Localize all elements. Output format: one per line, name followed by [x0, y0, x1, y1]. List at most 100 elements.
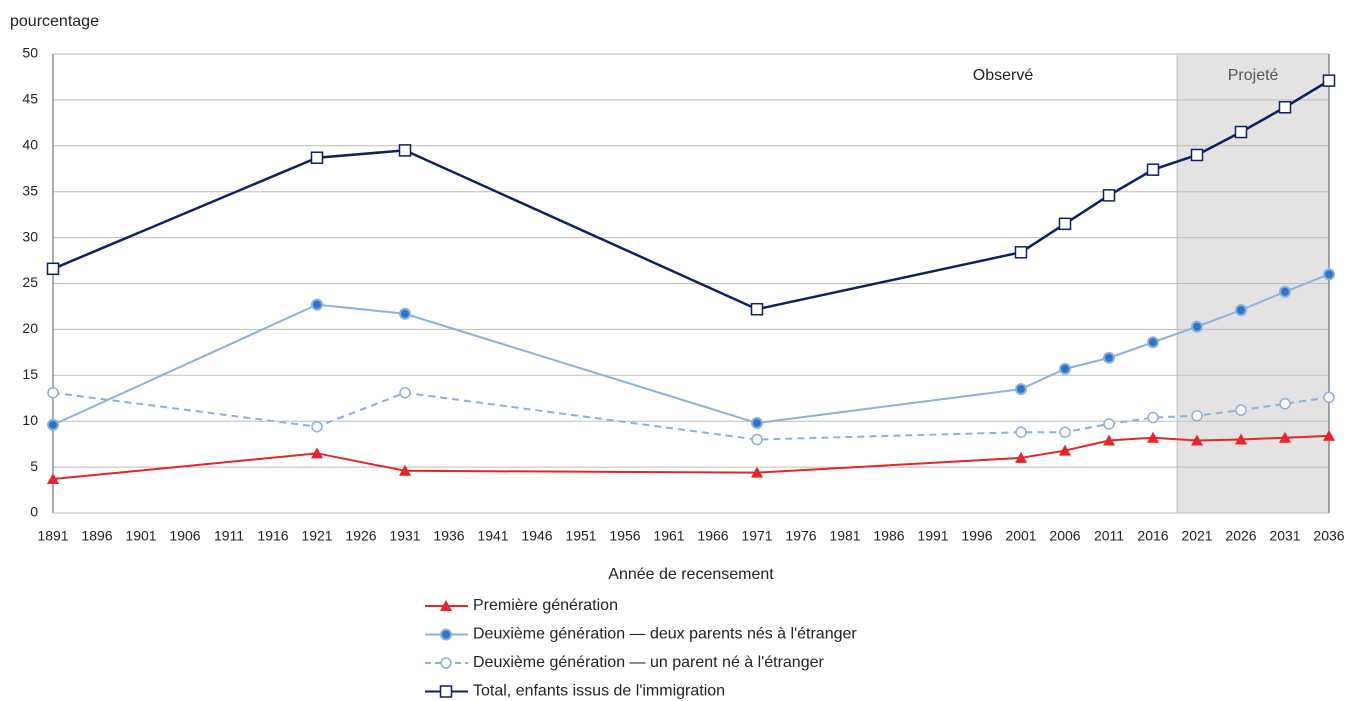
y-tick-label: 0 — [30, 504, 38, 520]
data-point — [311, 298, 323, 311]
x-axis-label: Année de recensement — [608, 566, 774, 583]
data-point — [47, 473, 59, 485]
x-tick-label: 1936 — [433, 528, 464, 544]
data-point — [1103, 418, 1115, 430]
series-line — [52, 273, 1330, 426]
series-line — [52, 391, 1330, 441]
x-tick-label: 1931 — [389, 528, 420, 544]
data-point — [750, 302, 764, 316]
y-tick-label: 35 — [22, 182, 38, 198]
legend-label: Deuxième génération — deux parents nés à… — [473, 626, 857, 643]
y-tick-label: 50 — [22, 45, 38, 61]
legend-label: Deuxième génération — un parent né à l'é… — [473, 654, 825, 671]
legend-marker — [440, 657, 452, 669]
data-point — [1103, 434, 1115, 446]
data-point — [311, 447, 323, 459]
data-point — [1278, 100, 1292, 114]
x-tick-label: 1981 — [829, 528, 860, 544]
legend-marker — [439, 685, 453, 698]
data-point — [1235, 433, 1247, 445]
x-tick-label: 1916 — [257, 528, 288, 544]
y-tick-label: 15 — [22, 366, 38, 382]
x-tick-label: 1951 — [565, 528, 596, 544]
y-axis-label: pourcentage — [10, 13, 99, 30]
data-point — [751, 466, 763, 478]
data-point — [1014, 246, 1028, 259]
legend-marker — [440, 600, 452, 611]
data-point — [751, 417, 763, 430]
data-point — [46, 262, 60, 276]
data-point — [1191, 409, 1203, 422]
y-tick-label: 30 — [22, 228, 38, 244]
x-tick-label: 1896 — [81, 528, 112, 544]
x-tick-label: 1891 — [37, 528, 68, 544]
data-point — [1015, 426, 1027, 438]
data-point — [1279, 285, 1291, 298]
y-tick-label: 40 — [22, 137, 38, 153]
data-point — [1102, 189, 1116, 202]
x-tick-label: 2021 — [1181, 528, 1212, 544]
data-point — [1235, 304, 1247, 317]
data-point — [399, 464, 411, 476]
data-point — [1323, 268, 1335, 281]
data-point — [1279, 431, 1291, 443]
annotation: Observé — [973, 67, 1034, 84]
data-point — [1103, 351, 1115, 364]
data-point — [310, 151, 324, 164]
x-tick-label: 1996 — [961, 528, 992, 544]
projection-label: Projeté — [1228, 67, 1279, 84]
data-point — [398, 144, 412, 157]
data-point — [1146, 163, 1160, 176]
data-point — [1323, 429, 1335, 441]
data-point — [1147, 411, 1159, 424]
x-tick-label: 1956 — [609, 528, 640, 544]
x-tick-label: 1906 — [169, 528, 200, 544]
data-point — [1015, 451, 1027, 463]
data-point — [47, 386, 59, 399]
y-tick-label: 20 — [22, 320, 38, 336]
x-tick-label: 2011 — [1094, 528, 1124, 544]
x-tick-label: 1976 — [785, 528, 816, 544]
legend-label: Première génération — [473, 597, 618, 614]
x-tick-label: 2016 — [1137, 528, 1168, 544]
series-line — [52, 79, 1330, 311]
data-point — [1147, 336, 1159, 349]
x-tick-label: 1971 — [741, 528, 772, 544]
data-point — [311, 420, 323, 433]
x-tick-label: 1926 — [345, 528, 376, 544]
data-point — [1235, 404, 1247, 416]
x-tick-label: 1921 — [301, 528, 332, 544]
x-tick-label: 2006 — [1049, 528, 1080, 544]
x-tick-label: 1946 — [521, 528, 552, 544]
y-tick-label: 25 — [22, 274, 38, 290]
data-point — [751, 433, 763, 446]
data-point — [1323, 391, 1335, 404]
data-point — [399, 307, 411, 320]
data-point — [47, 418, 59, 431]
data-point — [1234, 125, 1248, 139]
data-point — [1191, 434, 1203, 446]
x-tick-label: 2031 — [1269, 528, 1300, 544]
data-point — [1191, 320, 1203, 333]
y-tick-label: 10 — [22, 412, 38, 428]
data-point — [1058, 217, 1072, 231]
data-point — [1322, 74, 1336, 87]
x-tick-label: 1986 — [873, 528, 904, 544]
data-point — [1279, 398, 1291, 410]
data-point — [1059, 444, 1071, 456]
x-tick-label: 1941 — [477, 528, 508, 544]
series-line — [52, 434, 1330, 481]
x-tick-label: 1901 — [125, 528, 156, 544]
x-tick-label: 2001 — [1005, 528, 1036, 544]
data-point — [1015, 383, 1027, 396]
y-tick-label: 5 — [30, 458, 38, 474]
y-tick-label: 45 — [22, 91, 38, 107]
data-point — [1190, 148, 1204, 162]
x-tick-label: 2026 — [1225, 528, 1256, 544]
data-point — [1147, 431, 1159, 443]
legend-label: Total, enfants issus de l'immigration — [473, 683, 725, 700]
data-point — [1059, 362, 1071, 375]
data-point — [1059, 426, 1071, 438]
x-tick-label: 1961 — [653, 528, 684, 544]
